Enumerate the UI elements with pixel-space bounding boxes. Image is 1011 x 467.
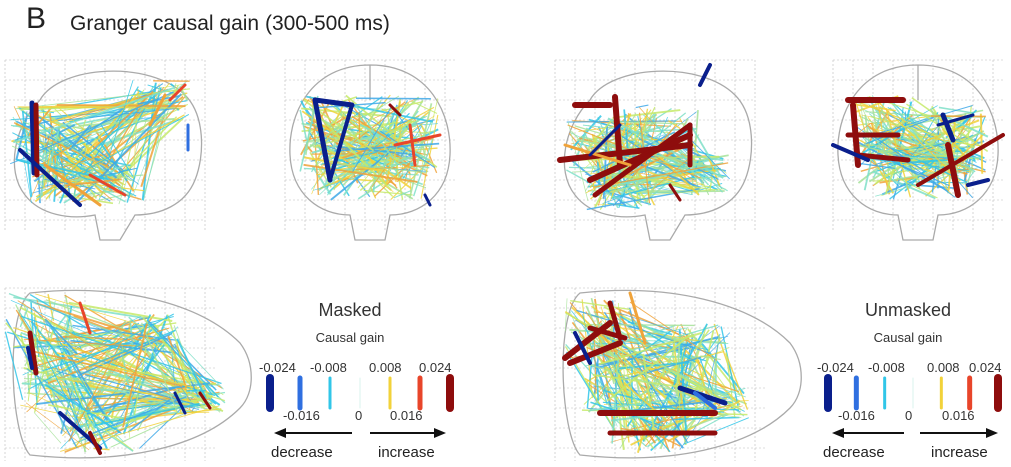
masked-colorscale-strokes <box>266 374 454 412</box>
legend-title: Masked <box>318 300 382 320</box>
tick-label: 0.016 <box>942 408 975 423</box>
tick-label: 0.024 <box>969 360 1002 375</box>
tick-label: -0.024 <box>817 360 854 375</box>
direction-arrows <box>274 428 446 438</box>
tick-label: -0.008 <box>310 360 347 375</box>
increase-label: increase <box>931 444 988 461</box>
tick-label: 0.008 <box>927 360 960 375</box>
unmasked-colorscale-strokes <box>824 374 1002 412</box>
tick-label: -0.008 <box>868 360 905 375</box>
legend-subtitle: Causal gain <box>315 330 385 345</box>
unmasked-sagittal-brain <box>554 59 756 241</box>
figure-title: Granger causal gain (300-500 ms) <box>70 12 390 35</box>
legend-title: Unmasked <box>864 300 952 320</box>
tick-label: -0.016 <box>838 408 875 423</box>
panel-letter: B <box>26 2 47 35</box>
legend-subtitle: Causal gain <box>873 330 943 345</box>
increase-label: increase <box>378 444 435 461</box>
masked-axial-brain <box>4 287 252 461</box>
decrease-label: decrease <box>823 444 885 461</box>
direction-arrows <box>832 428 998 438</box>
masked-coronal-brain <box>284 59 455 241</box>
tick-label: -0.016 <box>283 408 320 423</box>
tick-label: 0.008 <box>369 360 402 375</box>
unmasked-coronal-brain <box>831 59 1005 241</box>
tick-label: 0 <box>905 408 913 423</box>
masked-sagittal-brain <box>4 59 206 241</box>
tick-label: 0 <box>355 408 363 423</box>
tick-label: -0.024 <box>259 360 296 375</box>
tick-label: 0.016 <box>390 408 423 423</box>
unmasked-axial-brain <box>554 287 802 461</box>
decrease-label: decrease <box>271 444 333 461</box>
tick-label: 0.024 <box>419 360 452 375</box>
